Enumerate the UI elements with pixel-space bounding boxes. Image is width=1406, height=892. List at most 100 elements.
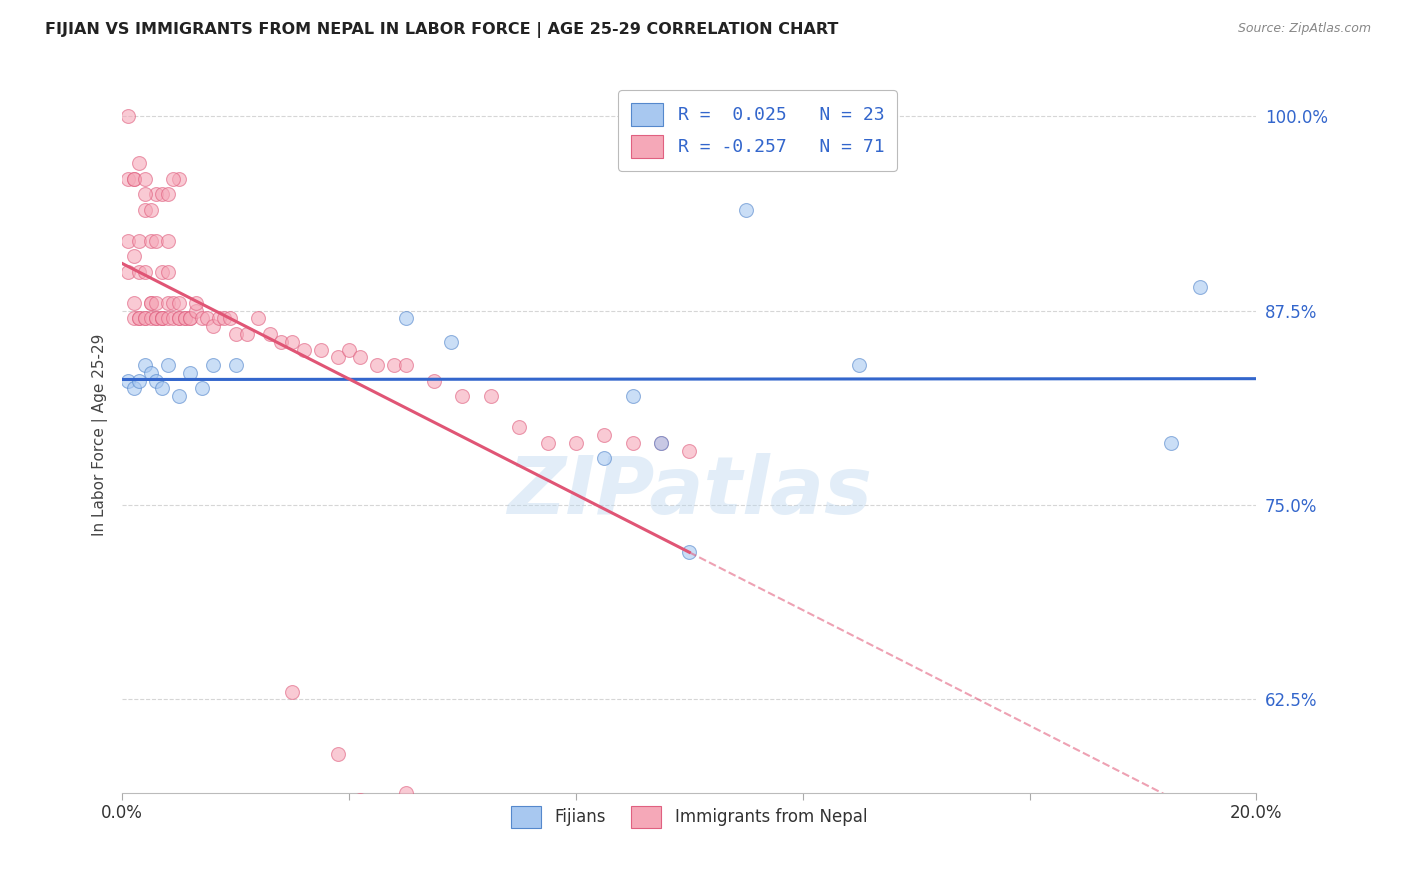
Point — [190, 381, 212, 395]
Point — [384, 358, 406, 372]
Point — [281, 334, 304, 349]
Point — [214, 311, 236, 326]
Point — [247, 311, 270, 326]
Point — [162, 296, 184, 310]
Point — [395, 786, 418, 800]
Point — [139, 311, 162, 326]
Point — [179, 366, 201, 380]
Point — [337, 343, 360, 357]
Point — [134, 265, 156, 279]
Point — [134, 358, 156, 372]
Point — [479, 389, 502, 403]
Point — [678, 443, 700, 458]
Point — [134, 187, 156, 202]
Point — [621, 389, 644, 403]
Point — [162, 311, 184, 326]
Point — [167, 389, 190, 403]
Point — [366, 358, 388, 372]
Point — [128, 156, 150, 170]
Point — [1160, 435, 1182, 450]
Point — [451, 389, 474, 403]
Point — [236, 326, 259, 341]
Point — [117, 109, 139, 123]
Point — [128, 311, 150, 326]
Point — [195, 311, 218, 326]
Point — [134, 311, 156, 326]
Point — [128, 374, 150, 388]
Point — [156, 358, 179, 372]
Point — [128, 265, 150, 279]
Point — [139, 202, 162, 217]
Point — [650, 435, 672, 450]
Point — [122, 249, 145, 263]
Point — [735, 202, 758, 217]
Point — [650, 435, 672, 450]
Point — [139, 366, 162, 380]
Point — [156, 265, 179, 279]
Point — [167, 311, 190, 326]
Text: ZIPatlas: ZIPatlas — [506, 453, 872, 532]
Point — [150, 187, 173, 202]
Point — [219, 311, 242, 326]
Point — [167, 171, 190, 186]
Point — [162, 171, 184, 186]
Point — [326, 747, 349, 761]
Point — [145, 311, 167, 326]
Point — [225, 326, 247, 341]
Point — [117, 265, 139, 279]
Point — [122, 381, 145, 395]
Point — [134, 311, 156, 326]
Point — [122, 171, 145, 186]
Point — [349, 793, 371, 807]
Point — [423, 374, 446, 388]
Point — [139, 296, 162, 310]
Point — [440, 334, 463, 349]
Point — [167, 296, 190, 310]
Point — [179, 311, 201, 326]
Point — [395, 358, 418, 372]
Point — [122, 311, 145, 326]
Point — [395, 311, 418, 326]
Point — [259, 326, 281, 341]
Point — [156, 187, 179, 202]
Point — [565, 435, 588, 450]
Point — [225, 358, 247, 372]
Point — [145, 296, 167, 310]
Point — [179, 311, 201, 326]
Point — [326, 351, 349, 365]
Point — [173, 311, 195, 326]
Point — [309, 343, 332, 357]
Point — [593, 428, 616, 442]
Point — [848, 358, 870, 372]
Point — [150, 265, 173, 279]
Point — [156, 234, 179, 248]
Point — [270, 334, 292, 349]
Point — [184, 303, 207, 318]
Point — [145, 311, 167, 326]
Point — [281, 684, 304, 698]
Point — [117, 374, 139, 388]
Point — [122, 171, 145, 186]
Point — [201, 358, 224, 372]
Point — [139, 234, 162, 248]
Point — [156, 311, 179, 326]
Point — [145, 234, 167, 248]
Point — [678, 544, 700, 558]
Point — [134, 202, 156, 217]
Point — [349, 351, 371, 365]
Point — [167, 311, 190, 326]
Point — [150, 311, 173, 326]
Point — [122, 296, 145, 310]
Point — [190, 311, 212, 326]
Text: FIJIAN VS IMMIGRANTS FROM NEPAL IN LABOR FORCE | AGE 25-29 CORRELATION CHART: FIJIAN VS IMMIGRANTS FROM NEPAL IN LABOR… — [45, 22, 838, 38]
Point — [621, 435, 644, 450]
Point — [593, 451, 616, 466]
Point — [117, 234, 139, 248]
Point — [139, 296, 162, 310]
Point — [184, 296, 207, 310]
Point — [145, 374, 167, 388]
Point — [508, 420, 530, 434]
Point — [128, 234, 150, 248]
Point — [150, 311, 173, 326]
Point — [536, 435, 558, 450]
